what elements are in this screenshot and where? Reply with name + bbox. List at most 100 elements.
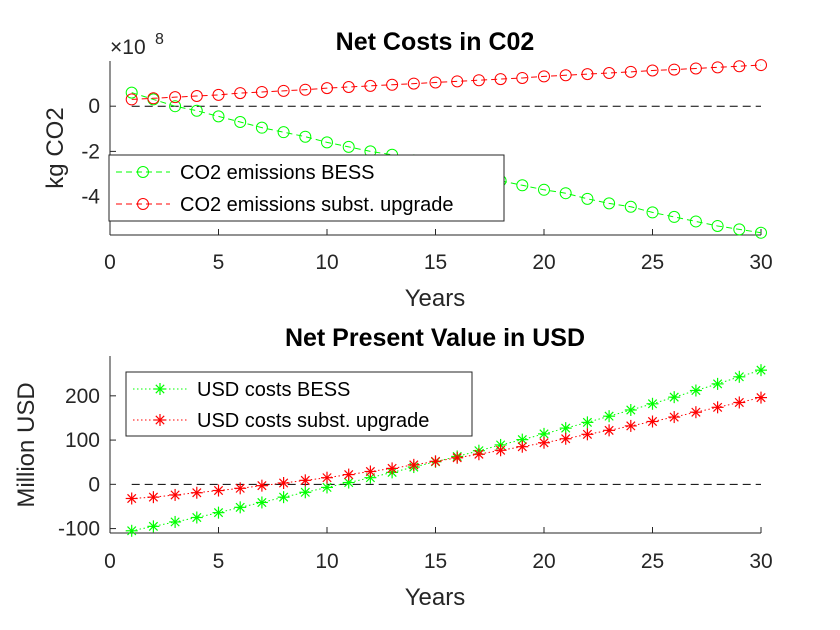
npv-legend-marker-upgrade [154,414,166,426]
npv-series-1-point [342,468,355,481]
co2-series-1-point [429,76,442,89]
npv-series-1-point [646,415,659,428]
npv-series-0-point [733,370,746,383]
npv-series-0-point [277,491,290,504]
co2-series-0-point [342,140,355,153]
npv-series-1-point [624,419,637,432]
npv-series-0-point [190,511,203,524]
co2-series-1-point [277,84,290,97]
co2-series-0-point [212,110,225,123]
co2-series-1-point [321,82,333,95]
co2-series-1-point [516,71,529,84]
npv-x-tick-label: 0 [104,550,116,573]
co2-x-axis-label: Years [405,285,466,312]
co2-series-1-point [364,79,377,92]
npv-chart: Net Present Value in USD 0 5 10 15 20 25 30 -10… [13,324,773,611]
co2-legend-entry-upgrade: CO2 emissions subst. upgrade [116,194,453,216]
npv-series-1-point [277,476,290,489]
co2-series-1-point [668,63,681,76]
co2-series-1-point [538,70,550,83]
co2-series-1-point [755,59,767,72]
co2-legend-label-bess: CO2 emissions BESS [180,162,375,184]
npv-series-1-point [212,484,225,497]
npv-series-0-point [169,515,182,528]
npv-series-1-point [559,432,572,445]
co2-series-1-point [386,78,399,91]
npv-series-1-point [711,401,724,414]
co2-series-0-point [321,136,333,149]
co2-series-1-point [624,65,637,78]
npv-series-1-point [429,455,442,468]
npv-y-tick-label: -100 [58,518,100,541]
co2-series-0-point [169,100,182,113]
npv-series-1-point [169,488,182,501]
npv-series-0-point [689,384,702,397]
co2-series-0-point [255,121,268,134]
co2-series-1-point [190,90,203,103]
npv-series-1-point [147,491,160,504]
co2-x-tick-label: 5 [213,251,225,274]
co2-legend-box [108,154,505,222]
co2-legend-marker-upgrade [137,198,149,210]
co2-series-1-point [603,66,616,79]
npv-series-1-point [668,411,681,424]
co2-series-0-point [624,200,637,213]
co2-series-0-point [668,210,681,223]
co2-series-1-point [494,73,507,86]
npv-legend-label-upgrade: USD costs subst. upgrade [197,410,429,432]
npv-series-1-point [451,451,464,464]
co2-series-1-point [299,83,312,96]
npv-legend: USD costs BESS USD costs subst. upgrade [125,371,473,437]
co2-series-1-point [234,87,247,100]
co2-series-0-point [234,116,247,129]
npv-series-0-point [668,391,681,404]
co2-series-0-point [603,197,616,210]
co2-series-0-point [733,223,746,236]
npv-x-tick-label: 10 [315,550,338,573]
npv-series-1-point [299,474,312,487]
co2-series-0-point [125,86,138,99]
npv-series-1-point [581,428,594,441]
co2-series-1-point [342,80,355,93]
co2-y-axis-label: kg CO2 [42,107,69,188]
npv-x-tick-label: 25 [641,550,664,573]
npv-series-0-point [255,496,268,509]
npv-series-1-point [689,406,702,419]
co2-legend: CO2 emissions BESS CO2 emissions subst. … [108,154,505,222]
npv-chart-title: Net Present Value in USD [285,324,585,352]
co2-series-0-point [559,187,572,200]
npv-y-tick-label: 200 [65,385,100,408]
co2-y-tick-label: -2 [81,140,100,163]
co2-series-1-point [169,91,182,104]
co2-x-tick-label: 10 [315,251,338,274]
npv-series-1-point [538,436,550,449]
co2-series-0-point [538,183,550,196]
co2-y-exponent: ×10 8 [110,31,164,59]
co2-y-exponent-base: ×10 [110,36,146,59]
co2-y-tick-label: 0 [88,95,100,118]
npv-x-axis-label: Years [405,584,466,611]
npv-series-1-point [733,396,746,409]
co2-series-1-point [646,64,659,77]
npv-series-1-point [472,448,485,461]
co2-series-0-point [755,226,767,239]
npv-legend-entry-upgrade: USD costs subst. upgrade [133,410,429,432]
npv-legend-box [125,371,473,437]
npv-series-0-point [212,506,225,519]
co2-x-tick-label: 20 [532,251,555,274]
npv-legend-entry-bess: USD costs BESS [133,379,350,401]
npv-series-0-point [624,403,637,416]
co2-series-0-point [646,206,659,219]
co2-series-1-point [451,75,464,88]
co2-series-0-point [711,219,724,232]
co2-series-0-point [277,126,290,139]
npv-series-1-point [125,492,138,505]
npv-series-1-point [190,486,203,499]
co2-chart: Net Costs in C02 ×10 8 0 5 10 15 20 25 30-4-20… [42,28,773,312]
co2-series-0-point [516,179,529,192]
co2-series-1-line [131,64,762,100]
npv-series-0-point [711,377,724,390]
npv-series-0-point [581,416,594,429]
npv-series-0-point [646,397,659,410]
